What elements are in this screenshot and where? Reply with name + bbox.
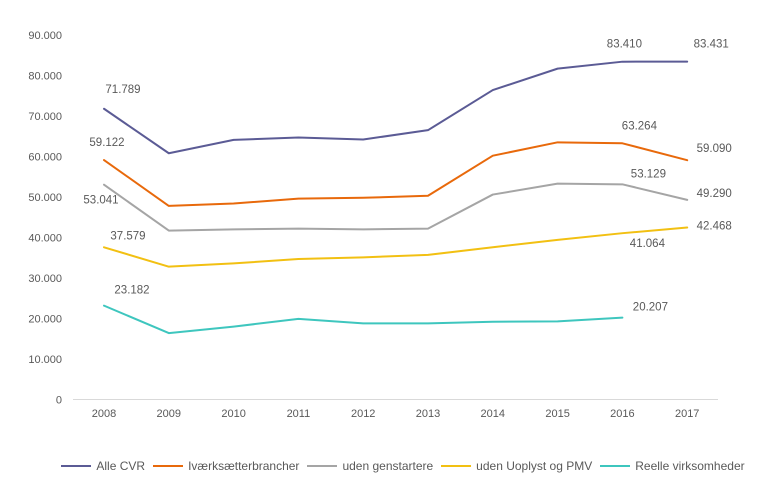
x-tick-label: 2009 [157,408,181,420]
series-line-1 [103,141,689,207]
x-tick-label: 2012 [351,408,375,420]
legend-item-3: uden Uoplyst og PMV [441,459,592,473]
y-tick-label: 90.000 [28,30,62,42]
x-tick-label: 2017 [675,408,699,420]
data-label: 63.264 [622,120,658,132]
data-label: 53.129 [631,168,666,180]
y-tick-label: 30.000 [28,273,62,285]
legend-line-swatch [600,465,631,467]
legend-line-swatch [307,465,338,467]
data-label: 41.064 [630,238,666,250]
y-tick-label: 70.000 [28,111,62,123]
legend-label: uden Uoplyst og PMV [476,459,593,473]
series-line-0 [103,60,689,155]
data-label: 20.207 [633,302,668,314]
data-label: 83.410 [607,39,642,51]
x-tick-label: 2013 [416,408,440,420]
legend-line-swatch [153,465,184,467]
x-tick-label: 2011 [287,408,311,420]
legend-line-swatch [61,465,92,467]
x-tick-label: 2014 [481,408,505,420]
series-line-2 [103,182,689,232]
data-label: 23.182 [114,285,149,297]
x-tick-label: 2016 [610,408,634,420]
legend-line-swatch [441,465,472,467]
data-label: 49.290 [697,188,732,200]
legend-item-4: Reelle virksomheder [600,459,745,473]
legend-item-0: Alle CVR [61,459,145,473]
x-tick-label: 2008 [92,408,116,420]
plot-area: 90.000 80.000 70.000 60.000 50.000 40.000 30.0… [28,30,732,420]
y-tick-label: 0 [56,395,62,407]
y-tick-label: 10.000 [28,354,62,366]
legend-label: Alle CVR [96,459,146,473]
legend-item-1: Iværksætterbrancher [153,459,299,473]
data-label: 42.468 [697,221,732,233]
data-label: 83.431 [694,39,729,51]
x-tick-label: 2010 [221,408,245,420]
series-line-4 [103,304,624,335]
y-tick-label: 20.000 [28,314,62,326]
legend-label: Reelle virksomheder [635,459,745,473]
data-label: 53.041 [83,195,118,207]
legend: Alle CVR Iværksætterbrancher uden genstart… [40,459,766,473]
data-label: 71.789 [105,84,140,96]
data-label: 59.090 [697,143,732,155]
series-line-3 [103,226,689,268]
y-tick-label: 60.000 [28,152,62,164]
y-tick-label: 80.000 [28,71,62,83]
legend-label: Iværksætterbrancher [188,459,300,473]
legend-item-2: uden genstartere [307,459,433,473]
y-tick-label: 40.000 [28,233,62,245]
data-label: 59.122 [89,137,124,149]
x-tick-label: 2015 [545,408,569,420]
legend-label: uden genstartere [342,459,434,473]
data-label: 37.579 [110,230,145,242]
y-tick-label: 50.000 [28,192,62,204]
